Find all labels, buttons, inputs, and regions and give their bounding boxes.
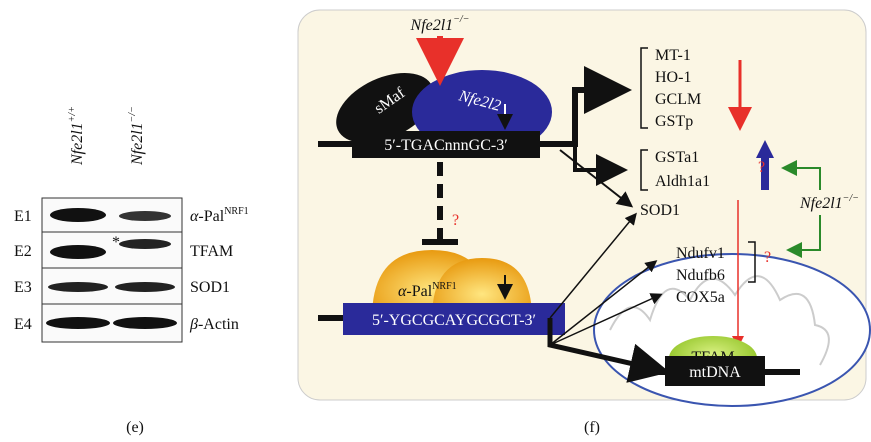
band <box>46 317 110 329</box>
gene: GSTa1 <box>655 149 699 166</box>
band <box>119 239 171 249</box>
protein-label: TFAM <box>190 243 233 260</box>
band <box>50 245 106 259</box>
row-label: E2 <box>14 243 32 260</box>
panel-e: Nfe2l1+/+ Nfe2l1−/− * E1 E2 E3 E4 α-PalN… <box>14 106 249 436</box>
band <box>115 282 175 292</box>
mtdna-label: mtDNA <box>689 364 741 381</box>
question-mark: ? <box>764 249 771 266</box>
nrf1-site: 5′-YGCGCAYGCGCT-3′ <box>372 312 536 329</box>
question-mark: ? <box>452 212 459 229</box>
caption: (f) <box>584 419 600 436</box>
gene: MT-1 <box>655 47 691 64</box>
gene: SOD1 <box>640 202 680 219</box>
protein-label: α-PalNRF1 <box>190 206 249 225</box>
gene: GCLM <box>655 91 701 108</box>
are-site: 5′-TGACnnnGC-3′ <box>384 137 507 154</box>
column-label: Nfe2l1−/− <box>127 106 146 166</box>
figure: Nfe2l1+/+ Nfe2l1−/− * E1 E2 E3 E4 α-PalN… <box>0 0 871 442</box>
caption: (e) <box>126 419 144 436</box>
panel-f: Nfe2l1−/− sMaf Nfe2l2 5′-TGACnnnGC-3′ MT… <box>298 10 870 436</box>
gene: GSTp <box>655 113 693 130</box>
protein-label: β-Actin <box>189 316 239 333</box>
row-label: E4 <box>14 316 32 333</box>
row-label: E3 <box>14 279 32 296</box>
gene: Ndufv1 <box>676 245 725 262</box>
band <box>113 317 177 329</box>
gene: Ndufb6 <box>676 267 725 284</box>
row-label: E1 <box>14 208 32 225</box>
gene: Aldh1a1 <box>655 173 710 190</box>
gene: HO-1 <box>655 69 691 86</box>
protein-label: SOD1 <box>190 279 230 296</box>
question-mark: ? <box>758 159 765 176</box>
gene: COX5a <box>676 289 725 306</box>
asterisk: * <box>112 234 120 251</box>
band <box>50 208 106 222</box>
column-label: Nfe2l1+/+ <box>67 106 86 166</box>
band <box>48 282 108 292</box>
band <box>119 211 171 221</box>
